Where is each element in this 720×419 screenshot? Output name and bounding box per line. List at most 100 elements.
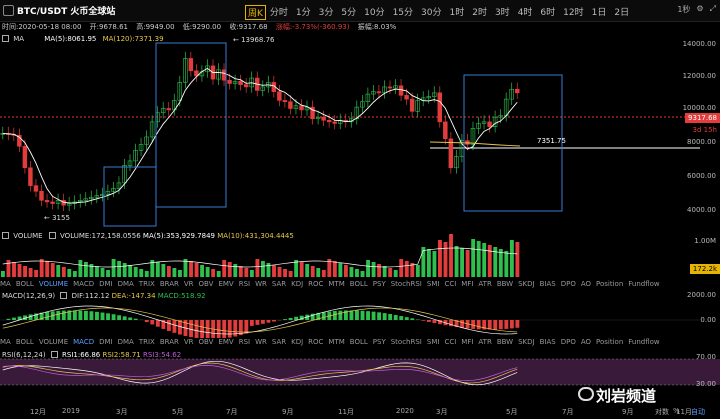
indicator-tab-sar[interactable]: SAR (272, 396, 286, 404)
indicator-tab-boll[interactable]: BOLL (15, 338, 34, 346)
volume-chart[interactable] (0, 229, 720, 278)
indicator-tab-atr[interactable]: ATR (478, 280, 492, 288)
indicator-tab-macd[interactable]: MACD (73, 396, 94, 404)
indicator-tab-psy[interactable]: PSY (372, 280, 386, 288)
axis-option-0[interactable]: 对数 (655, 408, 669, 416)
volume-toggle-icon[interactable] (2, 232, 9, 239)
rsi-chart[interactable] (0, 349, 720, 405)
indicator-tab-obv[interactable]: OBV (199, 396, 214, 404)
indicator-tab-rsi[interactable]: RSI (239, 396, 250, 404)
indicator-tab-psy[interactable]: PSY (372, 338, 386, 346)
indicator-tab-macd[interactable]: MACD (73, 280, 95, 288)
indicator-tab-wr[interactable]: WR (255, 280, 267, 288)
indicator-tab-vr[interactable]: VR (183, 280, 194, 288)
period-tab-9[interactable]: 2时 (472, 8, 487, 18)
indicator-tab-ma[interactable]: MA (0, 338, 11, 346)
indicator-tab-brar[interactable]: BRAR (160, 396, 179, 404)
indicator-tab-kdj[interactable]: KDJ (291, 338, 304, 346)
indicator-tab-dpo[interactable]: DPO (560, 338, 576, 346)
indicator-tab-dma[interactable]: DMA (118, 396, 134, 404)
indicator-tab-ma[interactable]: MA (0, 396, 11, 404)
period-tab-5[interactable]: 10分 (364, 8, 385, 18)
period-tab-7[interactable]: 30分 (421, 8, 442, 18)
indicator-tab-trix[interactable]: TRIX (139, 396, 155, 404)
indicator-tab-stochrsi[interactable]: StochRSI (391, 396, 422, 404)
indicator-tab-trix[interactable]: TRIX (138, 280, 155, 288)
period-tab-15[interactable]: 2日 (614, 8, 630, 18)
legend-toggle-icon[interactable] (2, 35, 9, 42)
indicator-tab-ao[interactable]: AO (580, 338, 592, 346)
indicator-tab-dmi[interactable]: DMI (99, 396, 113, 404)
indicator-tab-rsi[interactable]: RSI (238, 280, 251, 288)
period-tab-1[interactable]: 分时 (269, 8, 288, 18)
indicator-tab-boll[interactable]: BOLL (15, 280, 34, 288)
indicator-tab-cci[interactable]: CCI (444, 280, 457, 288)
period-tab-6[interactable]: 15分 (392, 8, 414, 18)
indicator-tab-kdj[interactable]: KDJ (291, 280, 304, 288)
indicator-tab-obv[interactable]: OBV (198, 280, 214, 288)
indicator-tab-dma[interactable]: DMA (117, 338, 134, 346)
indicator-tab-sar[interactable]: SAR (271, 338, 287, 346)
indicator-tab-emv[interactable]: EMV (218, 280, 234, 288)
axis-option-2[interactable]: 自动 (691, 408, 705, 416)
period-tab-10[interactable]: 3时 (494, 8, 510, 18)
indicator-tab-dma[interactable]: DMA (117, 280, 134, 288)
indicator-tab-position[interactable]: Position (596, 338, 624, 346)
indicator-tab-obv[interactable]: OBV (198, 338, 214, 346)
indicator-tab-trix[interactable]: TRIX (138, 338, 155, 346)
indicator-tab-stochrsi[interactable]: StochRSI (390, 338, 422, 346)
indicator-tab-mfi[interactable]: MFI (461, 396, 473, 404)
indicator-tab-wr[interactable]: WR (255, 338, 267, 346)
indicator-tab-smi[interactable]: SMI (426, 338, 440, 346)
indicator-tab-bias[interactable]: BIAS (539, 280, 556, 288)
indicator-tab-mtm[interactable]: MTM (328, 280, 345, 288)
period-tab-11[interactable]: 4时 (517, 8, 533, 18)
indicator-tab-fundflow[interactable]: Fundflow (628, 338, 660, 346)
indicator-tab-stochrsi[interactable]: StochRSI (390, 280, 422, 288)
indicator-tab-dmi[interactable]: DMI (99, 280, 113, 288)
period-tab-0[interactable]: 周K (245, 5, 266, 20)
period-tab-8[interactable]: 1时 (449, 8, 465, 18)
indicator-tab-ao[interactable]: AO (580, 280, 592, 288)
indicator-tab-skdj[interactable]: SKDJ (518, 280, 535, 288)
indicator-tab-bbw[interactable]: BBW (496, 280, 514, 288)
indicator-tab-emv[interactable]: EMV (218, 338, 234, 346)
indicator-tab-volume[interactable]: VOLUME (38, 338, 69, 346)
indicator-tab-mfi[interactable]: MFI (461, 338, 474, 346)
axis-option-1[interactable]: % (673, 407, 680, 415)
settings-icon[interactable]: ⚙ (696, 4, 704, 13)
symbol-title[interactable]: BTC/USDT 火币全球站 (3, 4, 115, 17)
macd-close-icon[interactable] (60, 292, 68, 299)
indicator-tab-boll[interactable]: BOLL (350, 396, 368, 404)
indicator-tab-cci[interactable]: CCI (444, 338, 457, 346)
indicator-tab-smi[interactable]: SMI (426, 280, 440, 288)
indicator-tab-boll[interactable]: BOLL (16, 396, 34, 404)
indicator-tab-sar[interactable]: SAR (271, 280, 287, 288)
indicator-tab-smi[interactable]: SMI (427, 396, 440, 404)
fullscreen-icon[interactable]: ⤢ (709, 4, 716, 13)
indicator-tab-bias[interactable]: BIAS (540, 396, 556, 404)
menu-icon[interactable] (3, 5, 14, 16)
indicator-tab-brar[interactable]: BRAR (159, 338, 179, 346)
rsi-close-icon[interactable] (50, 351, 58, 358)
indicator-tab-vr[interactable]: VR (183, 338, 194, 346)
indicator-tab-fundflow[interactable]: Fundflow (628, 280, 660, 288)
indicator-tab-psy[interactable]: PSY (373, 396, 386, 404)
indicator-tab-roc[interactable]: ROC (308, 280, 324, 288)
indicator-tab-boll[interactable]: BOLL (349, 338, 368, 346)
indicator-tab-roc[interactable]: ROC (308, 396, 323, 404)
period-tab-3[interactable]: 3分 (318, 8, 334, 18)
indicator-tab-boll[interactable]: BOLL (349, 280, 368, 288)
indicator-tab-volume[interactable]: VOLUME (38, 280, 69, 288)
indicator-tab-mfi[interactable]: MFI (461, 280, 474, 288)
indicator-tab-dmi[interactable]: DMI (99, 338, 113, 346)
period-tab-12[interactable]: 6时 (540, 8, 556, 18)
indicator-tab-rsi[interactable]: RSI (238, 338, 251, 346)
indicator-tab-skdj[interactable]: SKDJ (518, 396, 535, 404)
indicator-tab-skdj[interactable]: SKDJ (518, 338, 535, 346)
indicator-tab-ma[interactable]: MA (0, 280, 11, 288)
indicator-tab-bbw[interactable]: BBW (497, 396, 513, 404)
period-tab-14[interactable]: 1日 (591, 8, 607, 18)
indicator-tab-kdj[interactable]: KDJ (291, 396, 303, 404)
indicator-tab-wr[interactable]: WR (255, 396, 267, 404)
